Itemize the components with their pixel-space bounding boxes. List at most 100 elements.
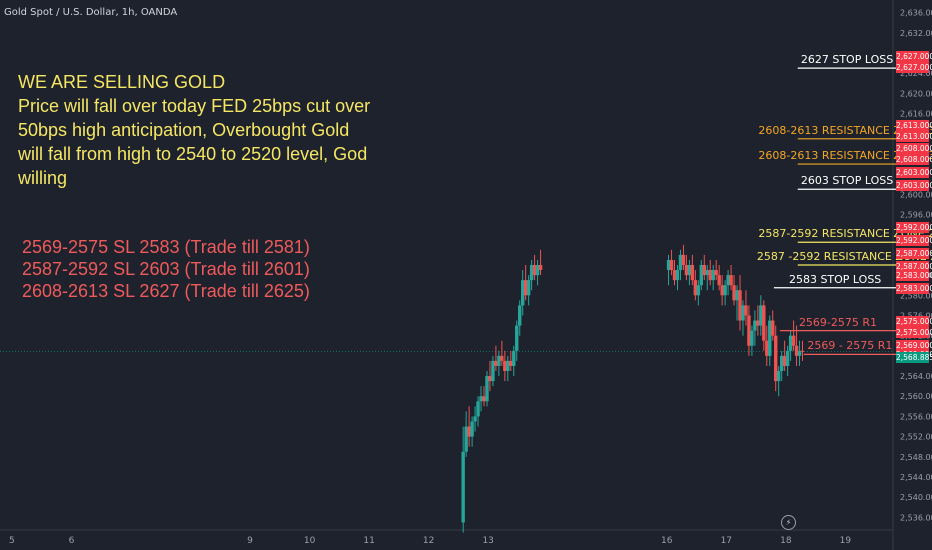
price-tag: 2,603.000 [896,180,932,191]
candle-body [720,285,724,296]
candle-body [512,350,516,366]
candle-body [666,259,671,271]
candle-body [515,325,519,351]
candle-body [684,265,689,276]
price-tag: 2,608.000 [896,154,932,165]
candle-body [503,360,507,371]
level-label-stop-loss-2627: 2627 STOP LOSS [800,53,894,67]
x-tick-label: 10 [304,536,316,546]
level-label-stop-loss-2583: 2583 STOP LOSS [788,272,882,286]
y-tick-label: 2,540.000 [900,493,932,502]
candle-body [669,259,674,271]
level-label-resistance-2587-upper: 2587-2592 RESISTANCE ZONE 2 [758,227,932,241]
y-tick-label: 2,544.000 [900,473,932,482]
y-tick-label: 2,636.000 [900,9,932,18]
candle-body [678,254,683,271]
price-tag: 2,613.000 [896,120,932,131]
x-tick-label: 9 [247,536,253,546]
price-tag: 2,575.000 [896,327,932,338]
candle-body [687,265,692,276]
candle-body [714,270,718,276]
candle-body [675,270,680,281]
candle-body [500,355,504,361]
candle-body [699,265,704,286]
price-tag: 2,608.000 [896,143,932,154]
candle-body [744,305,748,316]
y-tick-label: 2,536.000 [900,513,932,522]
y-tick-label: 2,564.000 [900,372,932,381]
lightning-icon[interactable]: ⚡ [781,515,796,530]
candle-body [523,280,528,296]
level-label-r1-lower: 2569 - 2575 R1 [807,339,893,353]
candle-body [494,360,498,366]
candle-body [479,396,483,402]
candle-body [681,254,686,265]
candle-body [756,320,760,326]
y-tick-label: 2,632.000 [900,29,932,38]
x-tick-label: 11 [363,536,374,546]
candle-body [509,360,513,366]
y-tick-label: 2,556.000 [900,412,932,421]
candle-body [753,320,757,331]
x-tick-label: 16 [661,536,673,546]
x-tick-label: 19 [840,536,852,546]
candle-body [774,335,778,382]
price-tag: 2,568.885 [896,352,932,363]
candle-body [732,285,736,301]
candle-body [711,270,715,281]
price-tag: 2,592.000 [896,222,932,233]
price-tag: 2,575.000 [896,316,932,327]
y-tick-label: 2,548.000 [900,453,932,462]
price-tag: 2,587.000 [896,261,932,272]
x-tick-label: 18 [780,536,792,546]
candle-body [518,305,522,326]
candle-body [672,270,677,281]
candle-body [535,265,540,276]
candle-body [705,270,709,276]
candle-body [461,451,465,523]
candle-body [782,355,787,366]
candle-body [791,335,796,346]
price-tag: 2,627.000 [896,62,932,73]
price-tag: 2,583.000 [896,283,932,294]
candle-body [788,335,793,351]
candle-body [771,320,775,336]
candle-body [702,265,706,276]
candle-body [779,355,784,371]
candle-body [797,350,802,356]
y-tick-label: 2,600.000 [900,190,932,199]
x-tick-label: 13 [482,536,493,546]
candle-body [485,376,489,402]
candle-body [723,285,727,296]
y-tick-label: 2,576.000 [900,311,932,320]
candle-body [488,376,492,382]
symbol-title: Gold Spot / U.S. Dollar, 1h, OANDA [4,7,178,18]
candle-body [759,305,763,326]
candle-body [729,275,733,286]
candle-body [762,305,766,341]
candle-body [696,285,701,296]
candle-body [735,290,739,301]
candle-body [521,280,525,306]
candle-body [776,371,781,382]
price-tag: 2,583.000 [896,270,932,281]
candle-body [529,265,534,281]
price-tag: 2,569.000 [896,340,932,351]
candle-body [506,360,510,371]
candle-body [738,290,742,321]
x-tick-label: 6 [69,536,75,546]
selling-note: WE ARE SELLING GOLD Price will fall over… [18,72,371,188]
candle-body [473,416,477,422]
level-label-resistance-2587-lower: 2587 -2592 RESISTANCE ZONE 2 [756,250,932,263]
candle-body [726,275,730,286]
x-tick-label: 12 [423,536,434,546]
price-tag: 2,587.000 [896,248,932,259]
level-label-resistance-2608-upper: 2608-2613 RESISTANCE ZONE 3 [758,123,932,137]
candle-body [741,305,745,321]
candle-body [532,265,537,276]
candle-body [800,350,805,352]
candle-body [467,426,471,437]
y-tick-label: 2,616.000 [900,110,932,119]
y-tick-label: 2,552.000 [900,433,932,442]
